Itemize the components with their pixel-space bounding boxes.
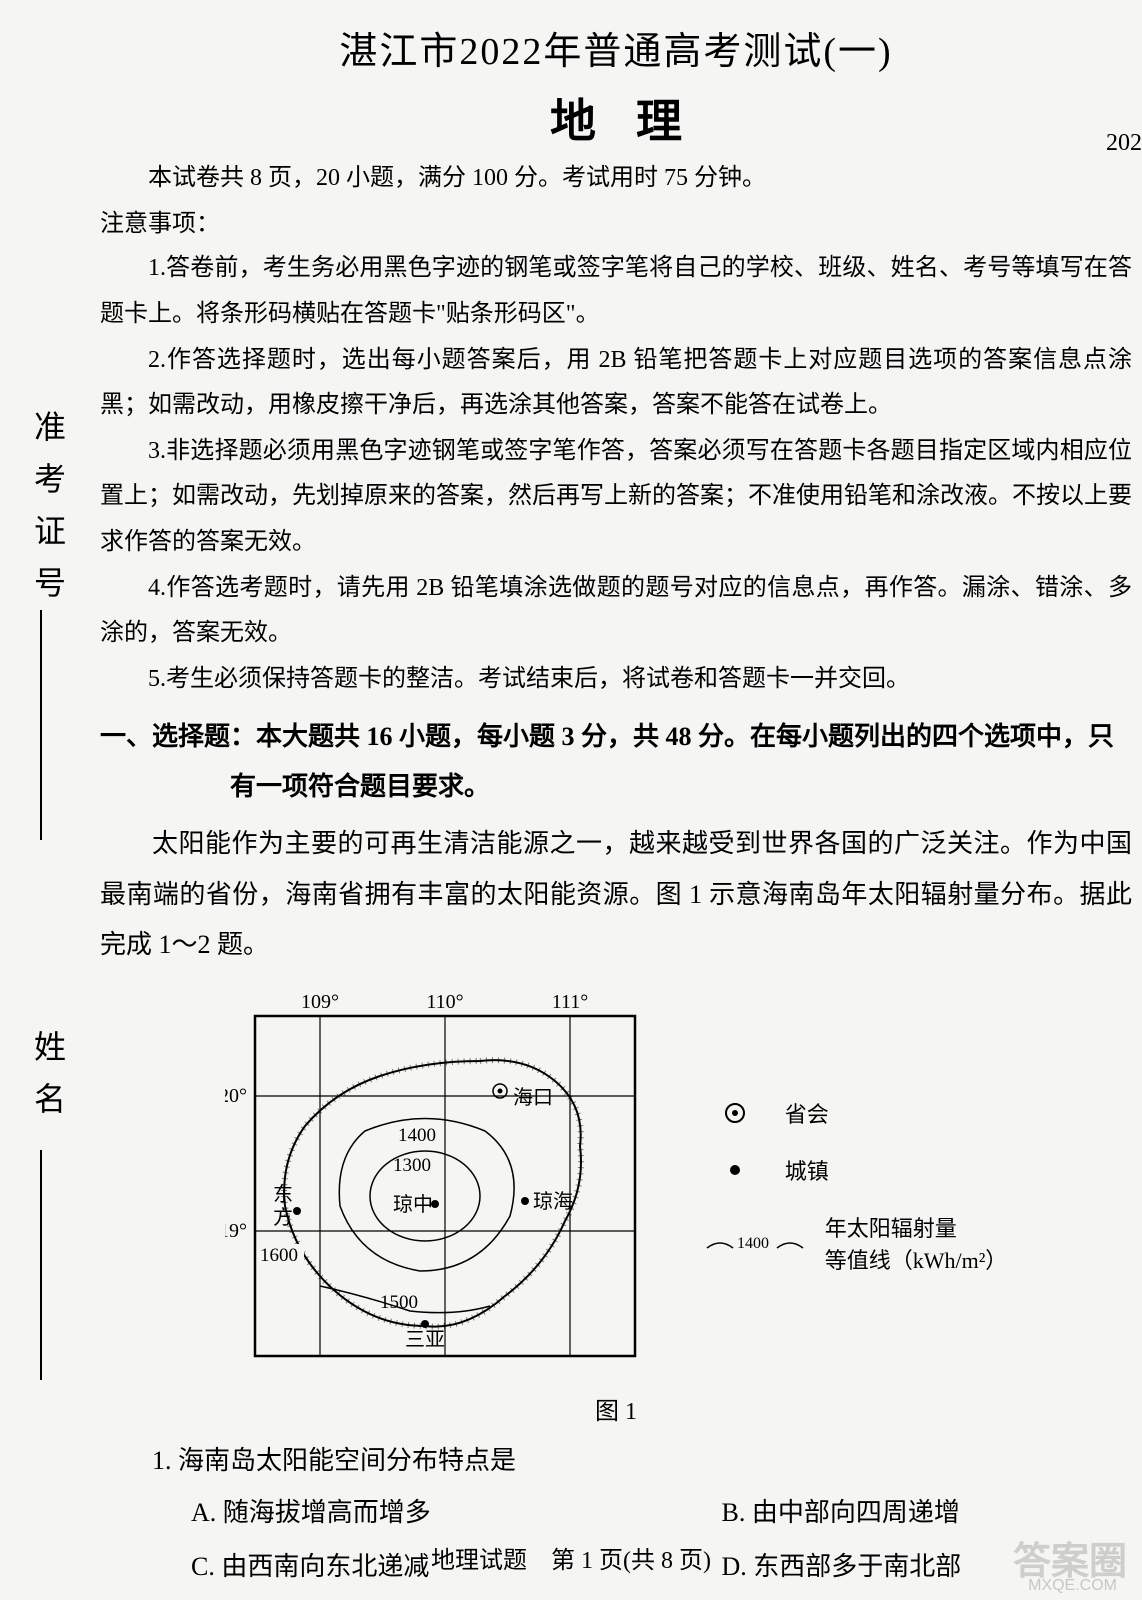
lat-20: 20° (225, 1085, 247, 1107)
figure-1-caption: 图 1 (100, 1391, 1132, 1426)
town-icon (705, 1158, 765, 1182)
legend-capital-label: 省会 (785, 1097, 829, 1129)
subject-title: 地理 (100, 85, 1132, 151)
legend-town: 城镇 (705, 1154, 1008, 1186)
watermark-small: MXQE.COM (1028, 1577, 1117, 1595)
legend-town-label: 城镇 (785, 1154, 829, 1186)
notice-item-5: 5.考生必须保持答题卡的整洁。考试结束后，将试卷和答题卡一并交回。 (100, 657, 1132, 703)
city-dongfang-2: 方 (273, 1206, 293, 1229)
city-dongfang-1: 东 (273, 1183, 293, 1206)
option-a: A. 随海拔增高而增多 (191, 1486, 602, 1541)
notice-label: 注意事项： (100, 203, 1132, 238)
contour-1600: 1600 (260, 1245, 298, 1266)
main-title: 湛江市2022年普通高考测试(一) (100, 20, 1132, 75)
name-label: 姓名 (25, 1030, 71, 1134)
map-legend: 省会 城镇 1400 年太阳辐射量 等值线（kWh/m² (705, 1097, 1008, 1275)
figure-1-container: 109° 110° 111° 20° 19° 1400 1300 1500 16… (100, 986, 1132, 1386)
question-1-stem: 1. 海南岛太阳能空间分布特点是 (100, 1436, 1132, 1485)
passage-1: 太阳能作为主要的可再生清洁能源之一，越来越受到世界各国的广泛关注。作为中国最南端… (100, 819, 1132, 971)
capital-icon (705, 1101, 765, 1125)
notice-item-2: 2.作答选择题时，选出每小题答案后，用 2B 铅笔把答题卡上对应题目选项的答案信… (100, 338, 1132, 429)
contour-icon: 1400 (705, 1228, 805, 1258)
city-qionghai: 琼海 (533, 1190, 573, 1213)
legend-capital: 省会 (705, 1097, 1008, 1129)
contour-1500: 1500 (380, 1292, 418, 1313)
page-footer: 地理试题 第 1 页(共 8 页) (0, 1540, 1142, 1575)
city-haikou: 海口 (513, 1086, 553, 1109)
section-1-header-cont: 有一项符合题目要求。 (100, 762, 1132, 811)
contour-1400: 1400 (398, 1125, 436, 1146)
notice-item-4: 4.作答选考题时，请先用 2B 铅笔填涂选做题的题号对应的信息点，再作答。漏涂、… (100, 566, 1132, 657)
exam-info: 本试卷共 8 页，20 小题，满分 100 分。考试用时 75 分钟。 (100, 159, 1132, 197)
page-content: 湛江市2022年普通高考测试(一) 地理 202 本试卷共 8 页，20 小题，… (90, 0, 1142, 1600)
city-qiongzhong: 琼中 (393, 1193, 433, 1216)
name-line (40, 1150, 42, 1380)
legend-contour: 1400 年太阳辐射量 等值线（kWh/m²） (705, 1211, 1008, 1275)
exam-id-line (40, 610, 42, 840)
lon-110: 110° (426, 991, 463, 1013)
lon-109: 109° (301, 991, 339, 1013)
lat-19: 19° (225, 1220, 247, 1242)
contour-1300: 1300 (393, 1155, 431, 1176)
sidebar-labels: 准考证号 姓名 (0, 0, 90, 1600)
svg-text:1400: 1400 (737, 1235, 769, 1252)
notice-item-1: 1.答卷前，考生务必用黑色字迹的钢笔或签字笔将自己的学校、班级、姓名、考号等填写… (100, 246, 1132, 337)
section-1-header: 一、选择题：本大题共 16 小题，每小题 3 分，共 48 分。在每小题列出的四… (100, 712, 1132, 761)
city-sanya: 三亚 (405, 1329, 445, 1351)
lon-111: 111° (551, 991, 588, 1013)
legend-contour-label: 年太阳辐射量 等值线（kWh/m²） (825, 1211, 1008, 1275)
exam-id-label: 准考证号 (25, 410, 71, 618)
notice-item-3: 3.非选择题必须用黑色字迹钢笔或签字笔作答，答案必须写在答题卡各题目指定区域内相… (100, 429, 1132, 566)
map-figure: 109° 110° 111° 20° 19° 1400 1300 1500 16… (225, 986, 665, 1386)
year-mark: 202 (1106, 130, 1142, 157)
